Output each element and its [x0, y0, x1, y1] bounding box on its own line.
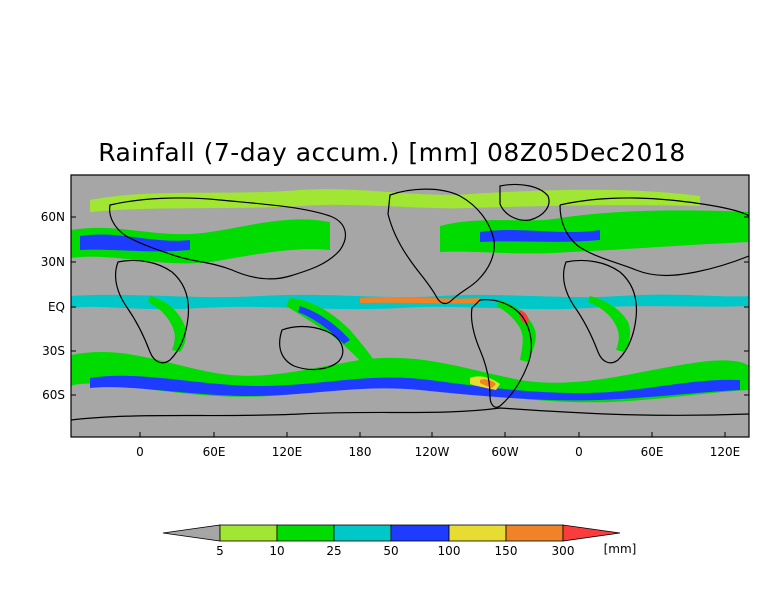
colorbar-label-100: 100	[438, 544, 461, 558]
colorbar-swatch-10-25	[276, 524, 335, 542]
rain-south-orange	[480, 379, 496, 388]
colorbar-label-50: 50	[383, 544, 398, 558]
x-tick-label-120e-b: 120E	[710, 445, 741, 459]
rain-south-america-red	[519, 310, 529, 324]
colorbar-swatch-5-10	[219, 524, 278, 542]
colorbar	[162, 524, 621, 542]
x-tick-label-120e: 120E	[272, 445, 303, 459]
colorbar-label-10: 10	[269, 544, 284, 558]
y-tick-label-60n: 60N	[41, 210, 65, 224]
colorbar-high-triangle	[562, 524, 621, 542]
map-frame	[70, 174, 750, 438]
x-tick-label-60e: 60E	[203, 445, 226, 459]
y-tick-label-eq: EQ	[48, 300, 65, 314]
rain-band-north-blue	[80, 234, 190, 252]
rain-band-south-blue	[90, 375, 740, 401]
x-ticks	[139, 432, 726, 437]
rain-africa-left	[148, 296, 187, 352]
x-tick-label-180: 180	[349, 445, 372, 459]
colorbar-swatch-50-100	[390, 524, 450, 542]
x-tick-label-60e-b: 60E	[641, 445, 664, 459]
x-tick-label-0-b: 0	[575, 445, 583, 459]
rain-band-north	[71, 219, 330, 264]
colorbar-low-triangle	[162, 524, 221, 542]
y-ticks	[71, 216, 749, 396]
colorbar-label-5: 5	[216, 544, 224, 558]
rain-africa	[588, 296, 631, 352]
colorbar-unit: [mm]	[604, 542, 637, 556]
rain-field	[71, 183, 749, 421]
y-tick-label-30n: 30N	[41, 255, 65, 269]
y-tick-label-60s: 60S	[42, 388, 65, 402]
colorbar-label-300: 300	[552, 544, 575, 558]
colorbar-label-25: 25	[326, 544, 341, 558]
y-tick-label-30s: 30S	[42, 344, 65, 358]
coastlines	[71, 183, 749, 421]
x-tick-label-60w: 60W	[491, 445, 518, 459]
colorbar-swatch-25-50	[333, 524, 392, 542]
colorbar-swatch-150-300	[505, 524, 564, 542]
x-tick-label-0: 0	[136, 445, 144, 459]
x-tick-label-120w: 120W	[415, 445, 450, 459]
rain-maritime-blue	[298, 306, 350, 344]
colorbar-swatch-100-150	[448, 524, 507, 542]
map-title: Rainfall (7-day accum.) [mm] 08Z05Dec201…	[98, 138, 686, 167]
colorbar-label-150: 150	[495, 544, 518, 558]
rain-band-north-blue-2	[480, 230, 600, 242]
